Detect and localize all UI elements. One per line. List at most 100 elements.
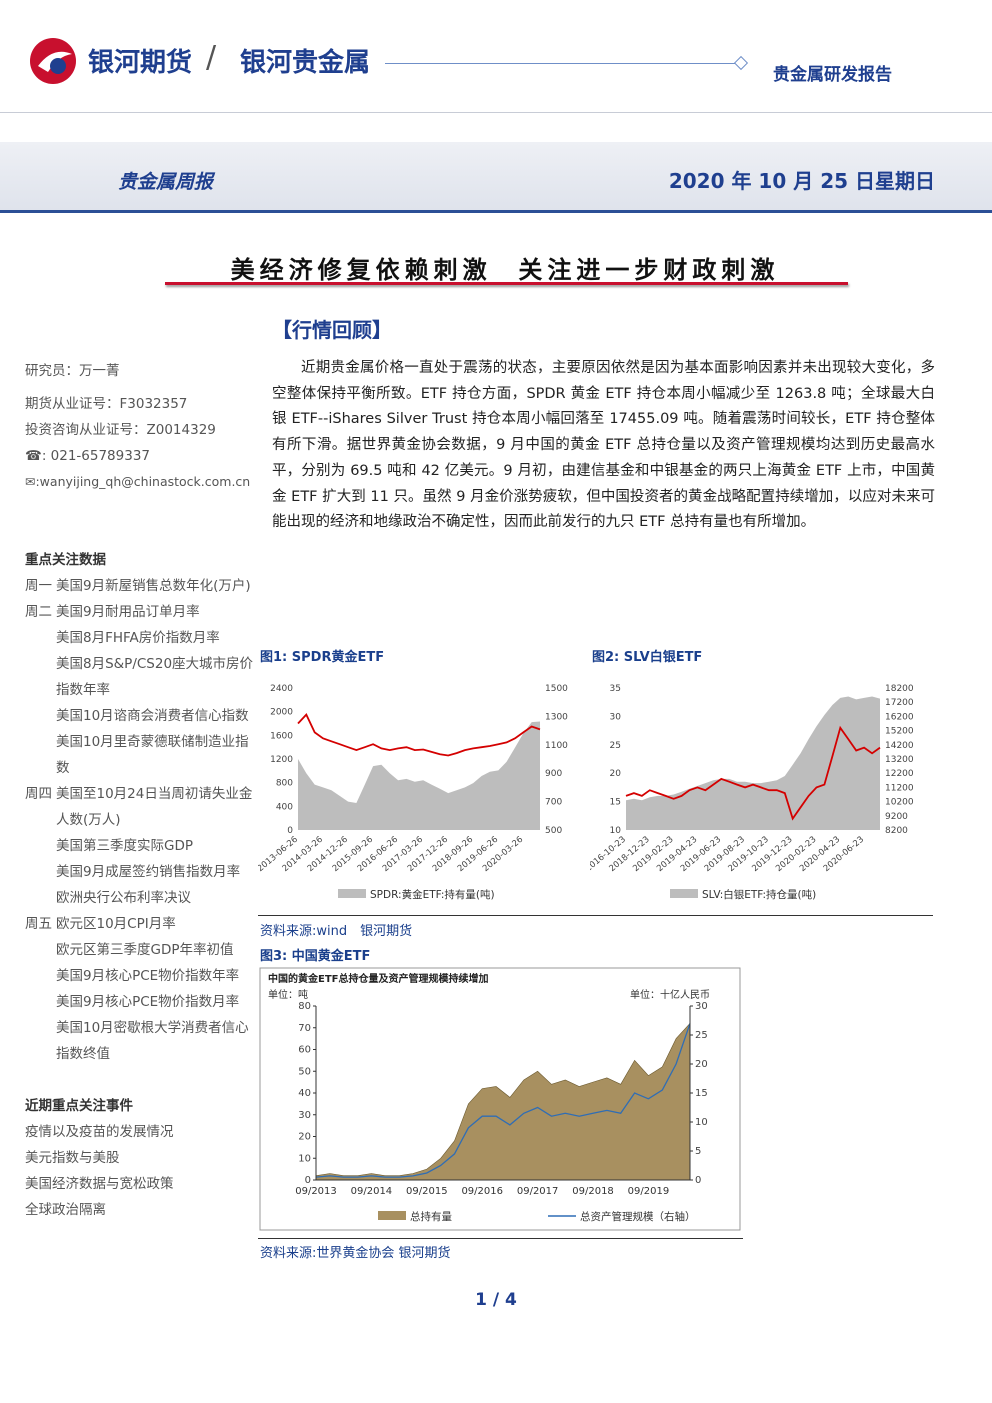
area [626, 696, 880, 830]
phone: ☎: 021-65789337 [25, 448, 151, 464]
day-label: 周二 [25, 604, 52, 620]
y-tick-label: 70 [298, 1023, 311, 1034]
schedule-item: 美国8月S&P/CS20座大城市房价指数年率 [56, 656, 254, 698]
chart: 0 400 800 1200 1600 2000 2400 500 700 900 1100 1300… [258, 684, 568, 901]
y-tick-label: 35 [610, 684, 621, 694]
title-underline [165, 282, 848, 285]
y2-tick-label: 17200 [885, 698, 914, 708]
y-tick-label: 25 [610, 741, 621, 751]
heading: 近期重点关注事件 [25, 1098, 133, 1114]
schedule-day: 周五 欧元区10月CPI月率 欧元区第三季度GDP年率初值 美国9月核心PCE物价指数… [25, 911, 257, 1067]
schedule-item: 美国9月核心PCE物价指数年率 [56, 968, 240, 984]
schedule-item: 美国9月耐用品订单月率 [56, 604, 200, 620]
y2-tick-label: 5 [695, 1146, 701, 1157]
event: 美元指数与美股 [25, 1150, 120, 1166]
report-type: 贵金属研发报告 [773, 65, 892, 85]
schedule: 周一 美国9月新屋销售总数年化(万户) 周二 美国9月耐用品订单月率 美国8月FHFA房… [25, 573, 257, 1067]
figure-caption: 图3: 中国黄金ETF [260, 949, 371, 964]
analyst: 研究员：万一菁 [25, 363, 120, 379]
y-tick-label: 80 [298, 1001, 311, 1012]
page-number: 1 / 4 [475, 1290, 517, 1310]
frame [259, 967, 741, 1231]
day-items: 欧元区10月CPI月率 欧元区第三季度GDP年率初值 美国9月核心PCE物价指数年率… [56, 911, 257, 1067]
figure-caption: 图1: SPDR黄金ETF [260, 650, 385, 665]
y2-tick-label: 12200 [885, 769, 914, 779]
date: 2020 年 10 月 25 日星期日 [668, 169, 935, 193]
y2-tick-label: 10200 [885, 798, 914, 808]
y-tick-label: 40 [298, 1088, 311, 1099]
y2-tick-label: 700 [545, 798, 562, 808]
y-tick-label: 2000 [270, 708, 293, 718]
y2-tick-label: 900 [545, 769, 562, 779]
day-items: 美国9月耐用品订单月率美国8月FHFA房价指数月率美国8月S&P/CS20座大城… [56, 599, 257, 781]
schedule-item: 欧洲央行公布利率决议 [56, 890, 191, 906]
y2-tick-label: 8200 [885, 826, 908, 836]
y-tick-label: 30 [610, 712, 622, 722]
x-tick-label: 09/2019 [628, 1186, 670, 1197]
y-tick-label: 60 [298, 1045, 311, 1056]
day-label: 周四 [25, 786, 52, 802]
rule [258, 1238, 743, 1239]
rule [0, 112, 992, 113]
y2-tick-label: 16200 [885, 712, 914, 722]
day-label: 周五 [25, 916, 52, 932]
sidebar: 研究员：万一菁 期货从业证号：F3032357 投资咨询从业证号：Z001432… [25, 358, 257, 1223]
event: 全球政治隔离 [25, 1202, 106, 1218]
x-tick-label: 09/2013 [295, 1186, 337, 1197]
x-tick-label: 09/2015 [406, 1186, 448, 1197]
schedule-item: 美国10月密歇根大学消费者信心指数终值 [56, 1020, 249, 1062]
legend-swatch [338, 889, 366, 898]
x-tick-label: 09/2014 [351, 1186, 393, 1197]
source: 资料来源:wind 银河期货 [260, 924, 413, 939]
y-tick-label: 10 [298, 1153, 311, 1164]
line [625, 725, 881, 821]
y-tick-label: 2400 [270, 684, 293, 694]
section-title: 【行情回顾】 [272, 318, 392, 342]
legend-label: SPDR:黄金ETF:持有量(吨) [370, 888, 495, 901]
schedule-item: 美国10月里奇蒙德联储制造业指数 [56, 734, 249, 776]
band [0, 142, 992, 213]
y-tick-label: 0 [305, 1175, 311, 1186]
y2-tick-label: 1100 [545, 741, 568, 751]
x-tick-label: 09/2018 [572, 1186, 614, 1197]
legend-label: 总持有量 [410, 1210, 452, 1223]
y2-tick-label: 20 [695, 1059, 708, 1070]
y-tick-label: 400 [276, 802, 293, 812]
company: 银河期货 [88, 48, 193, 78]
y2-tick-label: 25 [695, 1030, 708, 1041]
y-tick-label: 20 [610, 769, 622, 779]
schedule-day: 周四 美国至10月24日当周初请失业金人数(万人) 美国第三季度实际GDP 美国9月成… [25, 781, 257, 911]
y-tick-label: 0 [287, 826, 293, 836]
schedule-item: 美国8月FHFA房价指数月率 [56, 630, 220, 646]
line [315, 1023, 691, 1178]
diamond [733, 55, 749, 71]
area [298, 721, 540, 830]
report-name: 贵金属周报 [118, 171, 214, 193]
chart-subtitle: 中国的黄金ETF总持仓量及资产管理规模持续增加 [268, 972, 488, 985]
area [315, 1022, 691, 1181]
schedule-item: 美国9月核心PCE物价指数月率 [56, 994, 240, 1010]
legend-swatch [670, 889, 698, 898]
x-tick-label: 09/2016 [461, 1186, 503, 1197]
y2-tick-label: 500 [545, 826, 562, 836]
y2-tick-label: 11200 [885, 783, 914, 793]
legend-swatch [378, 1211, 406, 1220]
schedule-item: 美国10月谘商会消费者信心指数 [56, 708, 249, 724]
y2-tick-label: 1500 [545, 684, 568, 694]
y-tick-label: 10 [610, 826, 622, 836]
y-tick-label: 20 [298, 1132, 311, 1143]
schedule-item: 欧元区10月CPI月率 [56, 916, 176, 932]
day-items: 美国至10月24日当周初请失业金人数(万人) 美国第三季度实际GDP 美国9月成屋签… [56, 781, 257, 911]
schedule-item: 美国9月新屋销售总数年化(万户) [56, 578, 251, 594]
y2-tick-label: 18200 [885, 684, 914, 694]
y-tick-label: 1200 [270, 755, 293, 765]
y-tick-label: 15 [610, 798, 621, 808]
email: ✉:wanyijing_qh@chinastock.com.cn [25, 474, 251, 489]
y2-tick-label: 9200 [885, 812, 908, 822]
separator: / [206, 40, 217, 75]
rule [385, 63, 735, 64]
y2-tick-label: 13200 [885, 755, 914, 765]
legend-label: SLV:白银ETF:持仓量(吨) [702, 888, 816, 901]
schedule-item: 美国第三季度实际GDP [56, 838, 193, 854]
